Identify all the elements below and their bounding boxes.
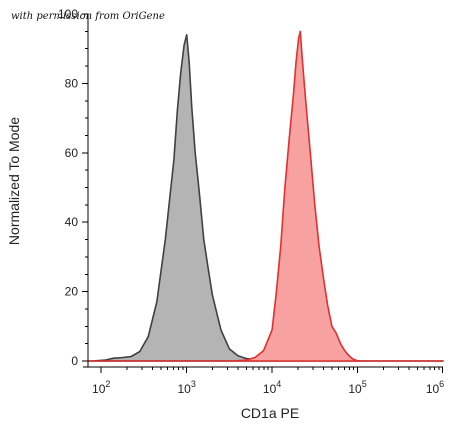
cd1a-pe-histogram (87, 30, 444, 362)
x-axis-title: CD1a PE (241, 405, 299, 421)
x-tick-label: 104 (263, 379, 281, 396)
y-tick-label: 0 (71, 354, 78, 368)
axes: 0 20 40 60 80 100 102 103 104 105 106 (58, 7, 444, 396)
y-tick-label: 100 (58, 7, 78, 21)
y-tick-label: 80 (65, 76, 79, 90)
y-tick-label: 20 (65, 285, 79, 299)
x-tick-label: 102 (92, 379, 110, 396)
plot-area (87, 30, 444, 362)
y-tick-label: 40 (65, 215, 79, 229)
isotype-control-histogram (87, 34, 444, 362)
x-tick-label: 105 (348, 379, 366, 396)
x-tick-label: 106 (426, 379, 444, 396)
y-axis-title: Normalized To Mode (6, 117, 22, 245)
x-tick-label: 103 (177, 379, 195, 396)
y-tick-label: 60 (65, 146, 79, 160)
